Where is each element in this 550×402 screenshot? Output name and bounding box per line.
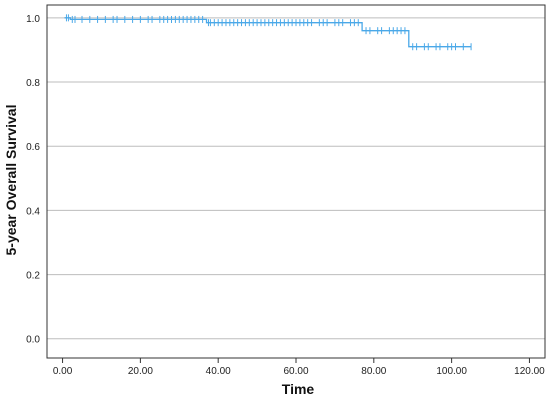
survival-series bbox=[64, 14, 472, 51]
y-tick-label: 1.0 bbox=[26, 14, 40, 25]
x-axis-title: Time bbox=[282, 381, 315, 397]
tick-labels: 0.0 0.2 0.4 0.6 0.8 1.0 0.00 20.00 40.00 60.00 80.… bbox=[26, 14, 545, 377]
y-tick-label: 0.4 bbox=[26, 206, 40, 217]
x-tick-label: 120.00 bbox=[514, 366, 545, 377]
x-tick-label: 0.00 bbox=[53, 366, 73, 377]
gridlines bbox=[47, 17, 545, 340]
x-tick-label: 80.00 bbox=[361, 366, 386, 377]
x-tick-label: 60.00 bbox=[283, 366, 308, 377]
y-axis-title: 5-year Overall Survival bbox=[3, 105, 19, 256]
x-tick-label: 100.00 bbox=[436, 366, 467, 377]
survival-step-line bbox=[64, 17, 472, 48]
y-tick-label: 0.6 bbox=[26, 142, 40, 153]
x-tick-label: 40.00 bbox=[206, 366, 231, 377]
plot-frame bbox=[46, 4, 546, 359]
x-tick-label: 20.00 bbox=[128, 366, 153, 377]
y-tick-label: 0.2 bbox=[26, 271, 40, 282]
axes bbox=[46, 4, 546, 363]
y-tick-label: 0.0 bbox=[26, 335, 40, 346]
y-tick-label: 0.8 bbox=[26, 78, 40, 89]
